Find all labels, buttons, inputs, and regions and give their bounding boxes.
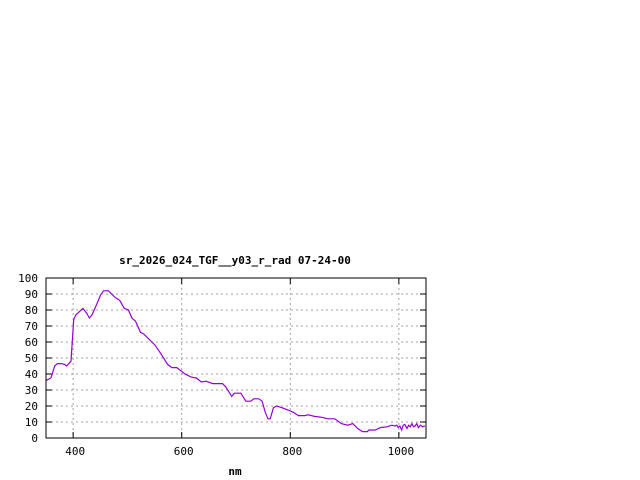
x-tick-label: 1000	[388, 445, 415, 458]
series-group	[45, 290, 426, 433]
gridlines	[46, 278, 426, 438]
y-tick-label: 90	[25, 288, 38, 301]
y-tick-label: 70	[25, 320, 38, 333]
y-tick-label: 20	[25, 400, 38, 413]
y-tick-label: 80	[25, 304, 38, 317]
x-tick-label: 600	[174, 445, 194, 458]
y-tick-label: 60	[25, 336, 38, 349]
y-tick-label: 50	[25, 352, 38, 365]
x-tick-label: 400	[65, 445, 85, 458]
y-tick-label: 0	[31, 432, 38, 445]
axis-ticks: 0 10 20 30 40 50 60 70 80 90 100 400 600 800 1000	[18, 272, 426, 458]
y-tick-label: 40	[25, 368, 38, 381]
y-tick-label: 10	[25, 416, 38, 429]
chart-title: sr_2026_024_TGF__y03_r_rad 07-24-00	[119, 254, 351, 267]
x-tick-label: 800	[282, 445, 302, 458]
x-axis-label: nm	[228, 465, 242, 478]
plot-border	[45, 277, 427, 439]
series-line	[45, 290, 426, 433]
y-tick-label: 30	[25, 384, 38, 397]
y-tick-label: 100	[18, 272, 38, 285]
